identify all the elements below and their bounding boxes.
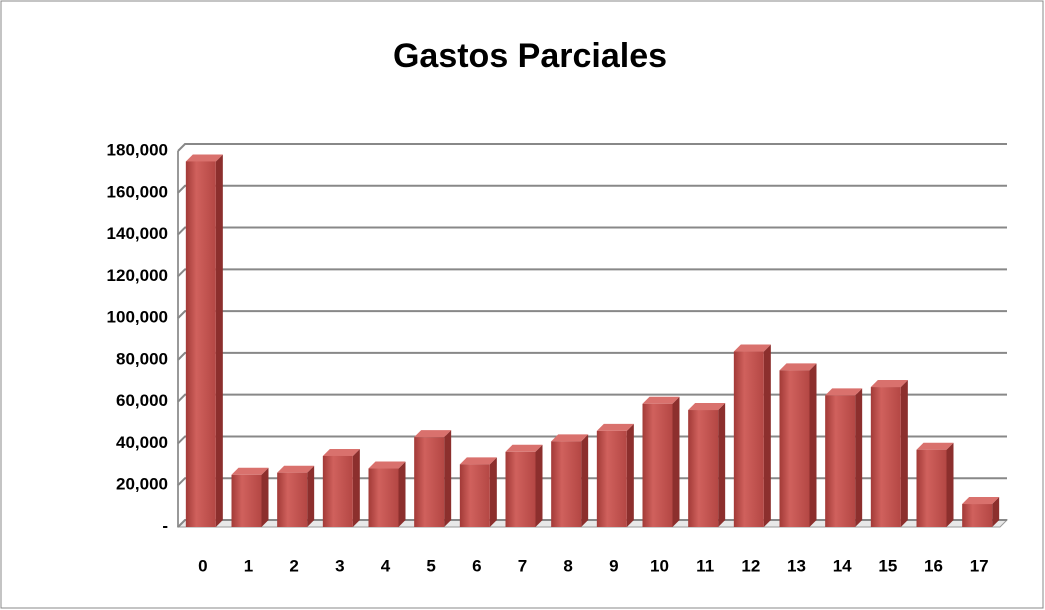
bar-side [307,465,315,527]
y-tick-label: 40,000 [116,433,168,452]
bar-top [779,363,817,371]
bar-top [916,442,954,450]
grid-line [177,393,1007,403]
bar-side [535,444,543,527]
bar-side [992,497,1000,527]
grid-line [177,435,1007,445]
bar-top [414,430,452,438]
bar-top [642,396,680,404]
bar-top [231,467,269,475]
x-tick-label: 10 [650,556,669,575]
x-tick-label: 11 [696,556,714,575]
bar-side [626,423,634,527]
bar-top [505,444,543,452]
chart-title: Gastos Parciales [393,37,667,75]
bar-side [489,457,497,527]
x-tick-label: 2 [289,556,298,575]
bar [642,403,673,527]
bar [916,449,947,527]
grid-line [177,268,1007,278]
y-tick-label: 140,000 [107,224,168,243]
bar [596,430,627,527]
x-tick-label: 7 [518,556,527,575]
bar-side [672,396,680,527]
bar [322,455,353,527]
grid-line [177,519,1007,528]
bar-side [398,461,406,527]
x-tick-label: 8 [563,556,572,575]
grid-line [177,351,1007,361]
bar [459,464,490,527]
bar-top [277,465,315,473]
x-tick-label: 14 [833,556,852,575]
bar [962,504,993,527]
x-tick-label: 16 [924,556,943,575]
bar-side [718,403,726,527]
bar-side [581,434,589,527]
x-tick-label: 13 [787,556,806,575]
bar-top [459,457,497,465]
bar-top [733,344,771,352]
x-tick-label: 9 [609,556,618,575]
bar [825,395,856,527]
y-tick-label: - [162,516,168,535]
bar-side [261,467,269,527]
grid-line [177,184,1007,194]
grid-line [177,143,1007,152]
x-tick-label: 0 [198,556,207,575]
bar-top [962,497,1000,505]
bar-side [946,442,954,527]
bar [368,468,399,527]
bar-side [763,344,771,527]
y-tick-label: 100,000 [107,308,168,327]
bar [870,387,901,527]
bar [185,161,216,527]
y-tick-label: 60,000 [116,391,168,410]
x-tick-label: 5 [426,556,435,575]
bar-side [900,380,908,527]
grid-line [177,226,1007,236]
grid-line [177,310,1007,319]
bar [231,474,262,527]
y-tick-label: 80,000 [116,349,168,368]
bar [551,441,582,527]
bar [733,351,764,527]
x-tick-label: 1 [244,556,253,575]
y-tick-label: 160,000 [107,182,168,201]
bar-top [688,403,726,411]
bar [688,410,719,527]
y-tick-label: 120,000 [107,266,168,285]
x-tick-label: 4 [381,556,391,575]
bar-side [444,430,452,527]
x-tick-label: 15 [878,556,897,575]
x-tick-label: 12 [741,556,760,575]
bar [505,451,536,527]
bar-side [352,448,360,527]
bar [779,370,810,527]
grid-line [177,477,1007,486]
bar-top [870,380,908,388]
x-tick-label: 17 [970,556,989,575]
bar-top [596,423,634,431]
bar-top [551,434,589,442]
bar-top [322,448,360,456]
y-tick-label: 20,000 [116,475,168,494]
bar-side [855,388,863,527]
bar-side [809,363,817,527]
bar-top [185,154,223,162]
x-tick-label: 6 [472,556,481,575]
bar [414,437,445,527]
bar [277,472,308,527]
y-tick-label: 180,000 [107,140,168,159]
bar-top [825,388,863,396]
bar-side [215,154,223,527]
bar-top [368,461,406,469]
x-tick-label: 3 [335,556,344,575]
